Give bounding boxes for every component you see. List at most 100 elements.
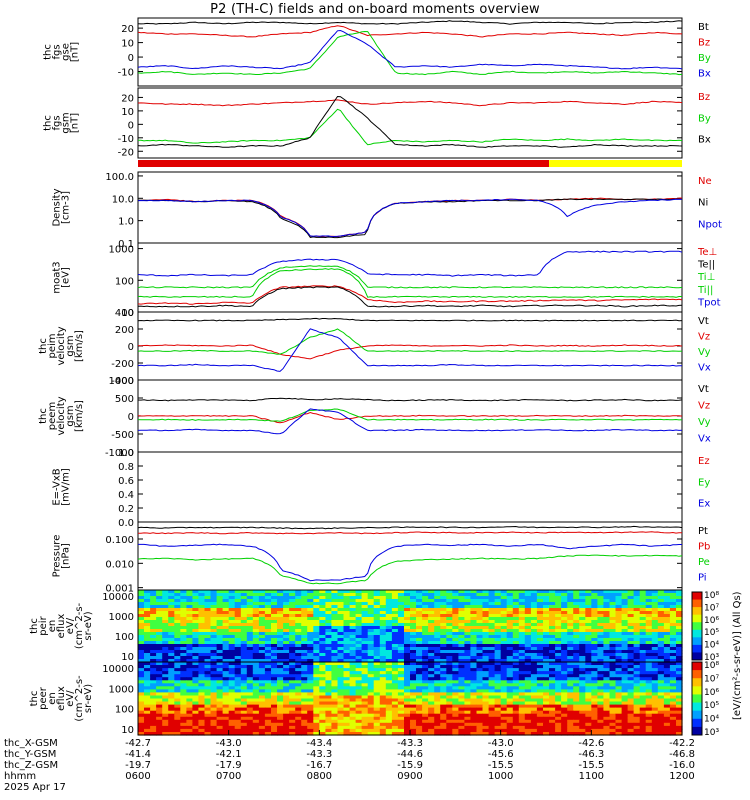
spectrogram-cell	[488, 713, 496, 718]
spectrogram-cell	[355, 677, 363, 681]
spectrogram-cell	[669, 629, 677, 633]
spectrogram-cell	[482, 632, 490, 636]
spectrogram-cell	[373, 638, 381, 642]
spectrogram-cell	[543, 722, 550, 727]
spectrogram-cell	[603, 593, 610, 597]
spectrogram-cell	[234, 662, 242, 666]
spectrogram-cell	[452, 725, 459, 730]
spectrogram-cell	[603, 620, 610, 624]
spectrogram-cell	[573, 650, 580, 654]
spectrogram-cell	[561, 617, 568, 621]
spectrogram-cell	[144, 698, 151, 703]
spectrogram-cell	[319, 599, 326, 603]
spectrogram-cell	[283, 662, 290, 666]
spectrogram-cell	[422, 701, 429, 706]
spectrogram-cell	[639, 671, 647, 675]
spectrogram-cell	[307, 659, 314, 663]
spectrogram-cell	[156, 653, 163, 657]
spectrogram-cell	[609, 599, 617, 603]
spectrogram-cell	[651, 635, 659, 639]
spectrogram-cell	[567, 626, 574, 630]
spectrogram-cell	[180, 635, 187, 639]
spectrogram-cell	[645, 650, 653, 654]
spectrogram-cell	[252, 590, 260, 594]
spectrogram-cell	[222, 677, 230, 681]
spectrogram-cell	[470, 635, 477, 639]
spectrogram-cell	[464, 644, 471, 648]
spectrogram-cell	[561, 674, 568, 678]
spectrogram-cell	[621, 593, 629, 597]
spectrogram-cell	[228, 611, 236, 615]
spectrogram-cell	[482, 668, 490, 672]
spectrogram-cell	[264, 635, 272, 639]
spectrogram-cell	[367, 689, 375, 693]
spectrogram-cell	[633, 620, 641, 624]
spectrogram-cell	[482, 620, 490, 624]
y-tick-label: 1000	[109, 612, 134, 623]
spectrogram-cell	[470, 677, 477, 681]
spectrogram-cell	[162, 611, 169, 615]
spectrogram-cell	[264, 725, 272, 730]
legend-label: Pt	[698, 526, 708, 537]
spectrogram-cell	[627, 617, 635, 621]
spectrogram-cell	[198, 707, 205, 712]
spectrogram-cell	[597, 653, 604, 657]
spectrogram-cell	[663, 659, 671, 663]
spectrogram-cell	[168, 710, 175, 715]
spectrogram-cell	[222, 632, 230, 636]
spectrogram-cell	[410, 728, 417, 733]
spectrogram-cell	[156, 599, 163, 603]
spectrogram-cell	[222, 674, 230, 678]
spectrogram-cell	[150, 722, 157, 727]
spectrogram-cell	[512, 605, 520, 609]
spectrogram-cell	[246, 671, 254, 675]
spectrogram-cell	[367, 650, 375, 654]
spectrogram-cell	[536, 611, 544, 615]
spectrogram-cell	[597, 671, 604, 675]
spectrogram-cell	[434, 638, 441, 642]
spectrogram-cell	[246, 614, 254, 618]
spectrogram-cell	[373, 629, 381, 633]
colorbar-cell	[692, 694, 702, 704]
spectrogram-cell	[264, 629, 272, 633]
spectrogram-cell	[676, 656, 683, 660]
spectrogram-cell	[234, 608, 242, 612]
spectrogram-cell	[434, 698, 441, 703]
spectrogram-cell	[343, 614, 351, 618]
spectrogram-cell	[319, 710, 326, 715]
spectrogram-cell	[627, 677, 635, 681]
spectrogram-cell	[138, 602, 145, 606]
spectrogram-cell	[567, 656, 574, 660]
y-tick-label: 1000	[109, 245, 134, 256]
spectrogram-cell	[391, 674, 399, 678]
spectrogram-cell	[192, 632, 199, 636]
mode-bar-segment	[138, 160, 550, 167]
y-axis-label: peer	[38, 686, 49, 710]
spectrogram-cell	[246, 644, 254, 648]
spectrogram-cell	[289, 623, 296, 627]
spectrogram-cell	[349, 635, 357, 639]
spectrogram-cell	[410, 710, 417, 715]
spectrogram-cell	[506, 641, 514, 645]
spectrogram-cell	[440, 701, 447, 706]
spectrogram-cell	[591, 722, 598, 727]
spectrogram-cell	[289, 710, 296, 715]
spectrogram-cell	[633, 641, 641, 645]
x-tick-label: -42.2	[669, 738, 695, 749]
spectrogram-cell	[246, 677, 254, 681]
spectrogram-cell	[585, 732, 592, 736]
spectrogram-cell	[434, 629, 441, 633]
spectrogram-cell	[204, 701, 212, 706]
spectrogram-cell	[156, 620, 163, 624]
spectrogram-cell	[488, 605, 496, 609]
spectrogram-cell	[603, 716, 610, 721]
spectrogram-cell	[283, 626, 290, 630]
spectrogram-cell	[428, 641, 435, 645]
spectrogram-cell	[404, 617, 411, 621]
spectrogram-cell	[373, 710, 381, 715]
spectrogram-cell	[186, 680, 193, 684]
spectrogram-cell	[150, 602, 157, 606]
spectrogram-cell	[367, 635, 375, 639]
spectrogram-cell	[657, 629, 665, 633]
spectrogram-cell	[150, 629, 157, 633]
